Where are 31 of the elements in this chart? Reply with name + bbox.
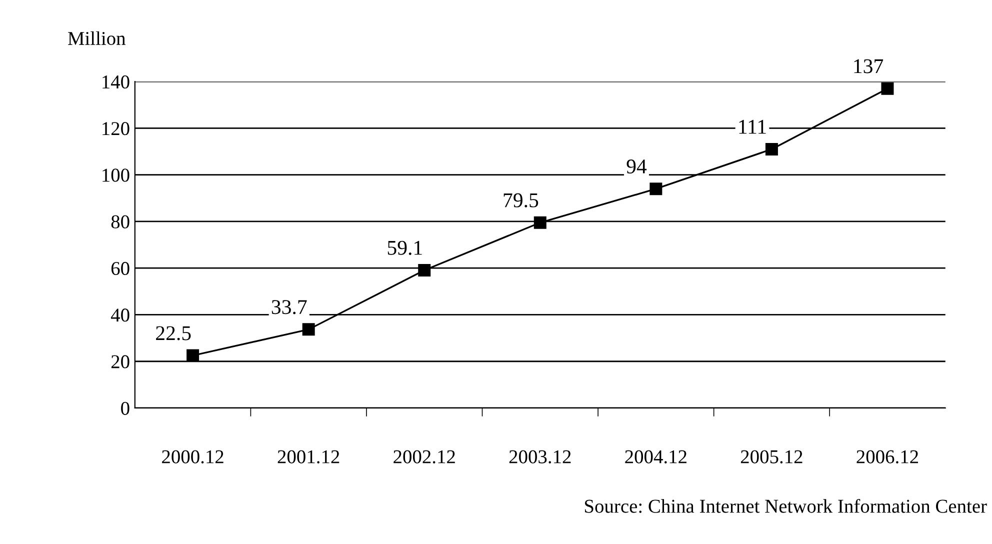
y-tick-label: 140 xyxy=(102,75,130,89)
data-label: 59.1 xyxy=(388,240,422,255)
x-tick-label: 2001.12 xyxy=(278,450,340,464)
y-tick-label: 20 xyxy=(111,355,130,368)
data-label: 33.7 xyxy=(272,300,307,314)
x-tick-label: 2006.12 xyxy=(856,450,918,464)
y-tick-label: 100 xyxy=(102,168,130,182)
x-tick-label: 2004.12 xyxy=(625,450,686,464)
x-tick-label: 2002.12 xyxy=(394,450,455,464)
data-label: 22.5 xyxy=(156,326,191,340)
source-note: Source: China Internet Network Information Center xyxy=(584,498,987,513)
data-label: 79.5 xyxy=(504,193,538,208)
point xyxy=(881,82,894,95)
x-tick-label: 2003.12 xyxy=(509,450,571,464)
point xyxy=(302,323,315,336)
y-tick-label: 40 xyxy=(110,308,130,322)
data-label: 94 xyxy=(626,160,647,174)
y-tick-label: 0 xyxy=(121,402,130,415)
y-tick-label: 120 xyxy=(102,122,130,136)
data-label: 111 xyxy=(739,120,766,134)
point xyxy=(186,349,200,362)
x-tick-label: 2000.12 xyxy=(162,450,224,464)
point xyxy=(418,264,431,276)
y-axis-title: Million xyxy=(68,31,126,46)
point xyxy=(650,182,662,196)
point xyxy=(765,142,778,156)
y-tick-label: 80 xyxy=(111,215,130,228)
x-tick-label: 2005.12 xyxy=(740,450,802,464)
y-tick-label: 60 xyxy=(111,262,130,276)
point xyxy=(534,216,546,229)
data-label: 137 xyxy=(854,59,884,74)
